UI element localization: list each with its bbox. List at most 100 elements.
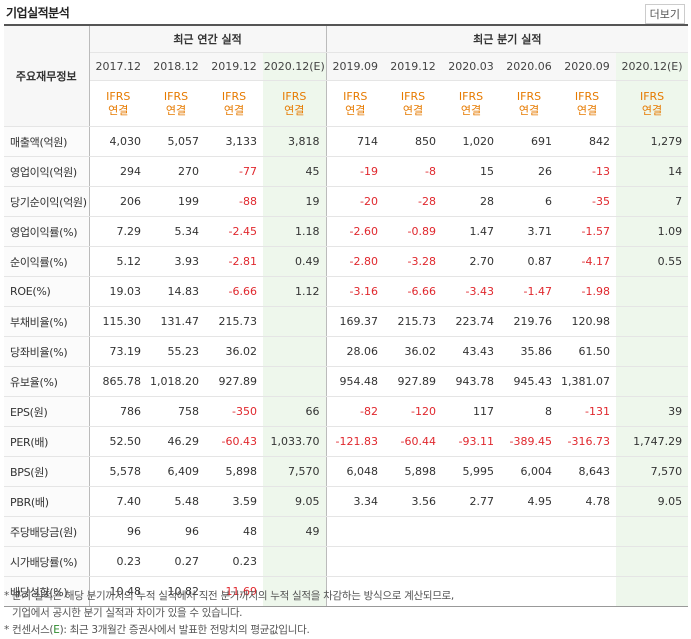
table-cell: 52.50: [89, 426, 147, 457]
row-label: EPS(원): [4, 396, 90, 427]
table-cell: -2.80: [326, 246, 385, 277]
table-cell: [263, 546, 327, 577]
table-cell: -1.47: [500, 276, 559, 307]
standard-label: IFRS: [400, 89, 426, 103]
period-header: 2020.12(E): [616, 52, 689, 81]
table-cell: [384, 546, 443, 577]
table-cell: -13: [558, 156, 617, 187]
footnote-2-e: E: [53, 624, 60, 636]
standard-sublabel: 연결: [345, 103, 366, 117]
financial-table: 주요재무정보 최근 연간 실적 최근 분기 실적 2017.12 2018.12 2…: [4, 24, 689, 607]
period-header: 2018.12: [147, 52, 205, 81]
standard-sublabel: 연결: [165, 103, 187, 117]
footnote-1: * 분기 실적은 해당 분기까지의 누적 실적에서 직전 분기까지의 누적 실적…: [4, 590, 454, 602]
table-cell: [616, 546, 689, 577]
table-row: 영업이익률(%) 7.29 5.34 -2.45 1.18 -2.60 -0.89 1.47 3…: [4, 216, 689, 247]
table-cell: 4.95: [500, 486, 559, 517]
row-label: 유보율(%): [4, 366, 90, 397]
table-cell: 28.06: [326, 336, 385, 367]
table-cell: -350: [205, 396, 263, 427]
table-cell: 943.78: [442, 366, 501, 397]
row-label: 배당성향(%): [4, 576, 90, 607]
table-cell: 1.47: [442, 216, 501, 247]
table-cell: 7.29: [89, 216, 147, 247]
table-cell: -8: [384, 156, 443, 187]
table-cell: 714: [326, 126, 385, 157]
table-cell: 10.48: [89, 576, 147, 607]
table-cell: [558, 576, 617, 607]
table-cell: 73.19: [89, 336, 147, 367]
table-cell: [442, 576, 501, 607]
standard-sublabel: 연결: [402, 103, 424, 117]
standard-sublabel: 연결: [641, 103, 663, 117]
table-cell: 49: [263, 516, 327, 547]
table-cell: 0.23: [205, 546, 263, 577]
table-cell: 96: [147, 516, 205, 547]
table-cell: 6: [500, 186, 559, 217]
table-cell: [326, 576, 385, 607]
table-row: PBR(배) 7.40 5.48 3.59 9.05 3.34 3.56 2.77 4.95 4.…: [4, 486, 689, 517]
table-cell: 691: [500, 126, 559, 157]
table-row: 시가배당률(%) 0.23 0.27 0.23: [4, 546, 689, 577]
table-row: 유보율(%) 865.78 1,018.20 927.89 954.48 927.89 94…: [4, 366, 689, 397]
table-cell: 61.50: [558, 336, 617, 367]
table-cell: 5,898: [205, 456, 263, 487]
table-cell: 14: [616, 156, 689, 187]
table-cell: 55.23: [147, 336, 205, 367]
table-cell: 3.93: [147, 246, 205, 277]
period-header: 2017.12: [89, 52, 147, 81]
row-label: 영업이익률(%): [4, 216, 90, 247]
table-cell: -3.28: [384, 246, 443, 277]
more-button[interactable]: 더보기: [644, 4, 685, 24]
table-cell: 3,818: [263, 126, 327, 157]
table-cell: 8: [500, 396, 559, 427]
table-cell: [263, 366, 327, 397]
row-header: 주요재무정보: [4, 24, 90, 127]
section-title: 기업실적분석: [6, 6, 70, 20]
row-label: 순이익률(%): [4, 246, 90, 277]
quarter-group-header: 최근 분기 실적: [326, 24, 689, 53]
table-cell: [326, 516, 385, 547]
row-label: 주당배당금(원): [4, 516, 90, 547]
table-cell: 5,898: [384, 456, 443, 487]
table-cell: 66: [263, 396, 327, 427]
standard-label: IFRS: [639, 89, 665, 103]
standard-header: IFRS 연결: [89, 80, 147, 127]
table-cell: 6,004: [500, 456, 559, 487]
table-cell: 1.12: [263, 276, 327, 307]
period-header: 2019.12: [205, 52, 263, 81]
table-cell: 1.18: [263, 216, 327, 247]
table-cell: -0.89: [384, 216, 443, 247]
table-cell: [384, 576, 443, 607]
table-cell: -120: [384, 396, 443, 427]
table-cell: -77: [205, 156, 263, 187]
table-cell: 223.74: [442, 306, 501, 337]
row-label: 부채비율(%): [4, 306, 90, 337]
table-cell: [616, 366, 689, 397]
table-cell: 36.02: [205, 336, 263, 367]
table-cell: [616, 576, 689, 607]
table-cell: -88: [205, 186, 263, 217]
table-cell: 43.43: [442, 336, 501, 367]
period-header: 2020.12(E): [263, 52, 327, 81]
standard-sublabel: 연결: [518, 103, 540, 117]
table-row: BPS(원) 5,578 6,409 5,898 7,570 6,048 5,898 5,99…: [4, 456, 689, 487]
table-cell: 15: [442, 156, 501, 187]
table-cell: -131: [558, 396, 617, 427]
footnote-2-prefix: * 컨센서스(: [4, 624, 54, 636]
period-header: 2019.09: [326, 52, 385, 81]
table-cell: 5.48: [147, 486, 205, 517]
table-cell: [442, 516, 501, 547]
row-label: 당좌비율(%): [4, 336, 90, 367]
table-cell: -2.81: [205, 246, 263, 277]
table-cell: 3.56: [384, 486, 443, 517]
table-cell: -2.45: [205, 216, 263, 247]
table-cell: 117: [442, 396, 501, 427]
table-cell: 219.76: [500, 306, 559, 337]
footnote-1-cont: 기업에서 공시한 분기 실적과 차이가 있을 수 있습니다.: [12, 607, 243, 619]
table-cell: 865.78: [89, 366, 147, 397]
table-cell: 5.12: [89, 246, 147, 277]
table-cell: 1,020: [442, 126, 501, 157]
table-cell: 26: [500, 156, 559, 187]
table-cell: [616, 306, 689, 337]
